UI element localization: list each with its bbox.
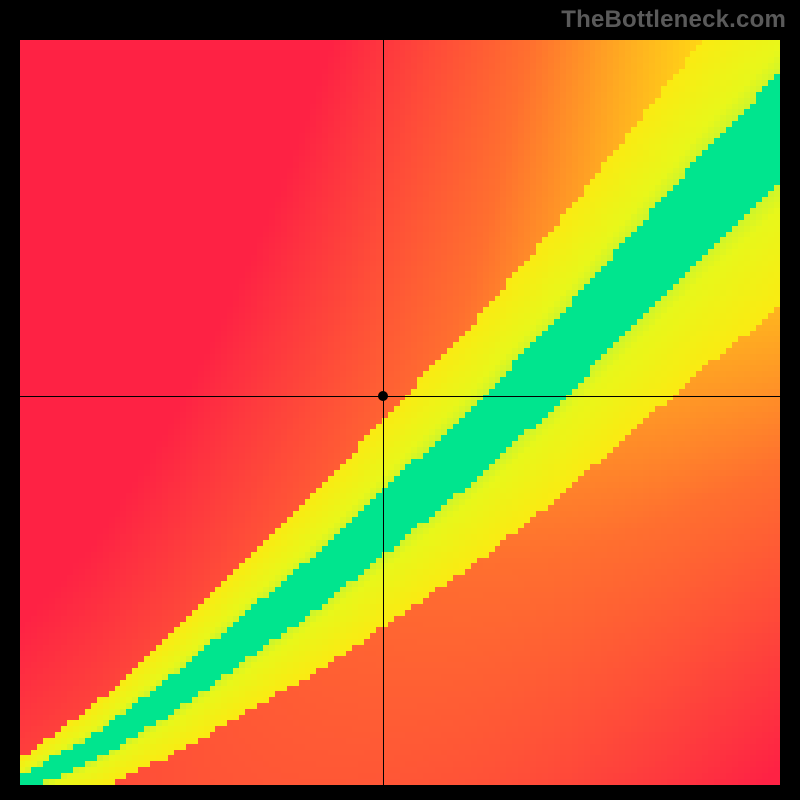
crosshair-marker [378,391,388,401]
plot-area [20,40,780,785]
watermark-text: TheBottleneck.com [561,6,786,34]
chart-container: TheBottleneck.com [0,0,800,800]
crosshair-horizontal [20,396,780,397]
crosshair-vertical [383,40,384,785]
heatmap-canvas [20,40,780,785]
